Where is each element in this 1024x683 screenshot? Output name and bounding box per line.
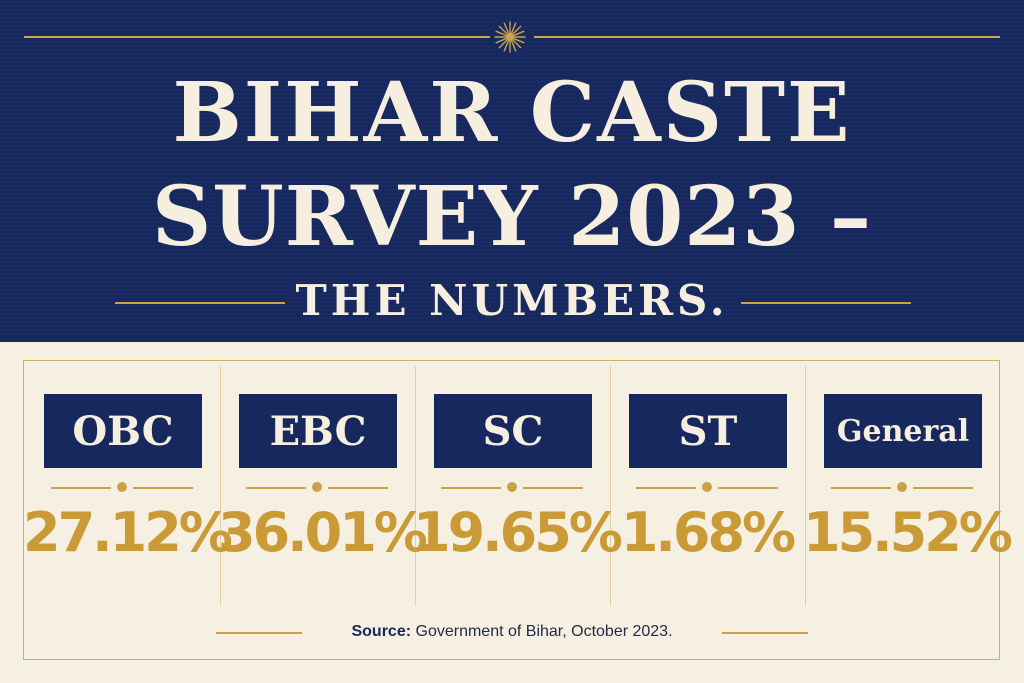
ornament-rule [246,487,306,489]
source-left-rule [216,632,302,634]
source-label: Source: [351,623,412,640]
subtitle-right-rule [741,302,911,304]
category-value: 36.01% [218,501,428,564]
category-value: 19.65% [413,501,623,564]
column-divider [220,366,221,606]
ornament-rule [831,487,891,489]
title-line-1: BIHAR CASTE [172,65,852,161]
ornament-dot [897,482,907,492]
title-line-2: SURVEY 2023 – [152,169,872,265]
ornament-rule [913,487,973,489]
source-right-rule [722,632,808,634]
ornament-rule [636,487,696,489]
ornament-rule [441,487,501,489]
ornament-dot [702,482,712,492]
column-divider [610,366,611,606]
category-value: 27.12% [23,501,233,564]
category-value: 1.68% [620,501,796,564]
ornament-rule [51,487,111,489]
column-divider [805,366,806,606]
category-value: 15.52% [803,501,1013,564]
top-left-rule [24,36,490,38]
ornament-rule [718,487,778,489]
category-label: SC [434,394,592,468]
category-label: ST [629,394,787,468]
stat-card-obc: OBC 27.12% [23,360,233,600]
source-note: Source: Government of Bihar, October 202… [0,623,1024,641]
header-band: BIHAR CASTE SURVEY 2023 – THE NUMBERS. [0,0,1024,342]
ornament-dot [507,482,517,492]
stat-card-general: General 15.52% [803,360,1013,600]
ornament-rule [523,487,583,489]
stats-panel [23,360,1000,660]
ornament-rule [328,487,388,489]
category-label: General [824,394,982,468]
top-right-rule [534,36,1000,38]
ornament-dot [312,482,322,492]
source-text: Government of Bihar, October 2023. [411,623,673,640]
stat-card-st: ST 1.68% [608,360,803,600]
category-label: OBC [44,394,202,468]
category-label: EBC [239,394,397,468]
ornament-rule [133,487,193,489]
ornament-dot [117,482,127,492]
subtitle: THE NUMBERS. [295,276,729,325]
column-divider [415,366,416,606]
stat-card-ebc: EBC 36.01% [218,360,428,600]
stat-card-sc: SC 19.65% [413,360,623,600]
starburst-icon [494,21,526,53]
subtitle-left-rule [115,302,285,304]
